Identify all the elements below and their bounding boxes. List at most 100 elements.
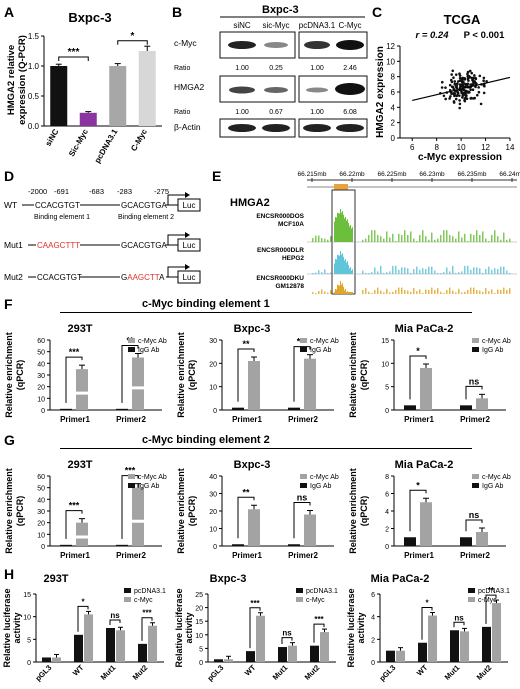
signal-bar <box>335 259 336 274</box>
panel-a-ylabel-1: HMGA2 relative <box>6 45 17 115</box>
signal-bar <box>404 290 406 294</box>
signal-bar <box>419 289 421 294</box>
signal-bar <box>340 209 341 242</box>
scatter-point <box>448 83 452 87</box>
signal-bar <box>380 265 382 274</box>
signal-bar <box>398 287 400 294</box>
y-tick-label: 1.0 <box>28 62 40 71</box>
mut2-label: Mut2 <box>4 272 23 282</box>
y-tick-label: 0.5 <box>28 92 40 101</box>
mut1-label: Mut1 <box>4 240 23 250</box>
y-tick-label: 6 <box>391 88 396 97</box>
signal-bar <box>440 235 442 242</box>
pos-label: -691 <box>54 187 69 196</box>
scatter-point <box>463 77 466 80</box>
y-tick-label: 5 <box>199 646 203 653</box>
signal-bar <box>509 273 511 274</box>
y-tick-label: 4 <box>391 103 396 112</box>
x-tick-label: Mut1 <box>443 663 462 682</box>
igg-bar <box>116 544 128 546</box>
chart-title: 293T <box>67 459 92 471</box>
signal-bar <box>491 289 493 294</box>
pcdna-bar <box>74 634 83 662</box>
panel-letter-g: G <box>4 432 15 448</box>
signal-bar <box>341 284 342 294</box>
signal-bar <box>443 293 445 294</box>
signal-bar <box>334 263 335 274</box>
signal-bar <box>488 241 490 242</box>
y-label-2: (qPCR) <box>15 496 25 527</box>
band <box>229 86 255 94</box>
signal-bar <box>321 238 323 242</box>
legend-swatch <box>472 347 479 352</box>
signal-bar <box>374 230 376 242</box>
sig-label: *** <box>125 466 136 476</box>
signal-bar <box>425 269 427 274</box>
x-tick-label: C-Myc <box>129 127 149 153</box>
panel-d-svg: -2000 -691 -683 -283 -275 WT CCACGTGT GC… <box>4 187 201 284</box>
y-tick-label: 0 <box>199 660 203 667</box>
x-tick-label: 8 <box>434 143 439 152</box>
x-tick-label: 12 <box>481 143 490 152</box>
panel-letter-f: F <box>4 296 13 312</box>
scatter-point <box>442 94 446 98</box>
signal-bar <box>497 289 499 294</box>
legend-label: IgG Ab <box>138 483 160 490</box>
panel-g-rule <box>60 448 472 449</box>
legend-swatch <box>472 338 479 343</box>
signal-bar <box>342 283 343 294</box>
scatter-point <box>458 79 462 83</box>
signal-bar <box>315 272 317 274</box>
scatter-point <box>456 90 460 94</box>
y-tick-label: 2 <box>391 119 396 128</box>
pos-label: -683 <box>89 187 104 196</box>
scatter-point <box>461 80 465 83</box>
cmyc-bar <box>132 487 144 546</box>
ratio-label: Ratio <box>174 65 190 72</box>
chart-title: 293T <box>43 573 68 585</box>
x-tick-label: 14 <box>506 143 515 152</box>
y-label-1: Relative luciferase <box>2 588 12 667</box>
scatter-point <box>449 95 452 98</box>
signal-bar <box>422 268 424 274</box>
pos-label: -283 <box>117 187 132 196</box>
y-tick-label: 50 <box>37 486 45 493</box>
scatter-point <box>468 91 471 94</box>
band <box>335 83 365 95</box>
scatter-point <box>452 76 455 79</box>
panel-c-p: P < 0.001 <box>464 30 505 41</box>
signal-bar <box>349 268 350 274</box>
sig-bracket <box>313 623 325 643</box>
signal-bar <box>419 235 421 242</box>
y-tick-label: 60 <box>37 338 45 345</box>
scatter-point <box>467 76 470 80</box>
signal-bar <box>389 237 391 242</box>
y-tick-label: 30 <box>209 338 217 345</box>
scatter-point <box>475 82 478 85</box>
sig-bracket <box>465 519 483 532</box>
chip-chart: Mia PaCa-2 Relative enrichment (qPCR) 0 2 4 6 8… <box>348 459 511 560</box>
cmyc-bar <box>76 522 88 546</box>
scatter-point <box>470 83 474 86</box>
legend-swatch <box>300 338 307 343</box>
y-tick-label: 12 <box>386 42 395 51</box>
legend-swatch <box>300 347 307 352</box>
signal-bar <box>339 285 340 294</box>
mut1-seq2: GCACGTGA <box>121 241 167 250</box>
sig-bracket <box>117 40 148 45</box>
signal-bar <box>336 289 337 294</box>
signal-bar <box>431 287 433 294</box>
signal-bar <box>416 266 418 274</box>
y-tick-label: 10 <box>209 385 217 392</box>
x-tick-label: pGL3 <box>377 663 397 683</box>
signal-bar <box>410 273 412 274</box>
panel-c-r: r = 0.24 <box>415 30 449 41</box>
signal-bar <box>449 271 451 274</box>
band <box>336 124 364 132</box>
signal-bar <box>464 265 466 274</box>
scatter-point <box>468 69 472 73</box>
y-tick-label: 30 <box>37 373 45 380</box>
igg-bar <box>116 408 128 410</box>
ratio-value: 0.25 <box>269 65 283 72</box>
